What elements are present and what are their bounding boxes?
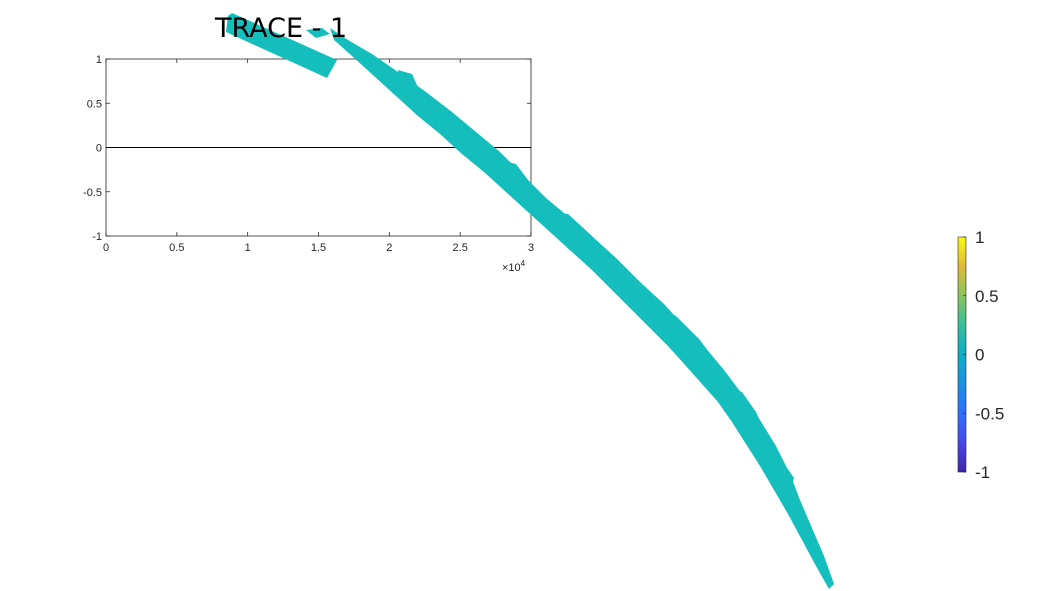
trace-blob-5 — [500, 160, 528, 190]
x-tick-label: 0.5 — [169, 242, 184, 254]
y-tick-label: -0.5 — [83, 187, 102, 199]
colorbar-ticks: 1 0.5 0 -0.5 -1 — [963, 228, 1004, 482]
colorbar-tick-label: 1 — [975, 228, 984, 247]
x-tick-label: 2 — [386, 242, 392, 254]
colorbar-tick-label: -0.5 — [975, 404, 1004, 423]
axes: 0 0.5 1 1.5 2 2.5 3 1 0.5 0 -0.5 -1 ×104 — [83, 54, 534, 274]
y-tick-label: 1 — [96, 54, 102, 66]
colorbar-tick-label: -1 — [975, 463, 990, 482]
y-tick-label: 0.5 — [87, 98, 102, 110]
trace-blob-7 — [600, 256, 624, 284]
trace-surface — [226, 13, 834, 589]
trace-ribbon — [330, 28, 834, 589]
y-tick-label: 0 — [96, 143, 102, 155]
colorbar: 1 0.5 0 -0.5 -1 — [957, 228, 1004, 482]
y-tick-label: -1 — [92, 231, 102, 243]
trace-blob-1 — [656, 308, 716, 374]
x-tick-label: 1 — [245, 242, 251, 254]
x-tick-label: 1.5 — [311, 242, 326, 254]
chart-title: TRACE - 1 — [214, 13, 347, 44]
trace-blob-2 — [552, 212, 598, 252]
y-axis-ticks: 1 0.5 0 -0.5 -1 — [83, 54, 531, 243]
colorbar-tick-label: 0.5 — [975, 287, 999, 306]
trace-band — [226, 13, 337, 78]
trace-blob-9 — [398, 70, 420, 98]
trace-blob-3 — [728, 386, 766, 442]
trace-blob-4 — [764, 448, 794, 494]
trace-blob-8 — [626, 284, 652, 312]
x-tick-label: 3 — [528, 242, 534, 254]
x-tick-label: 0 — [103, 242, 109, 254]
trace-blob-10 — [306, 28, 330, 38]
x-tick-label: 2.5 — [453, 242, 468, 254]
colorbar-tick-label: 0 — [975, 346, 984, 365]
trace-blob-6 — [440, 110, 468, 138]
x-exponent-label: ×104 — [502, 259, 526, 274]
